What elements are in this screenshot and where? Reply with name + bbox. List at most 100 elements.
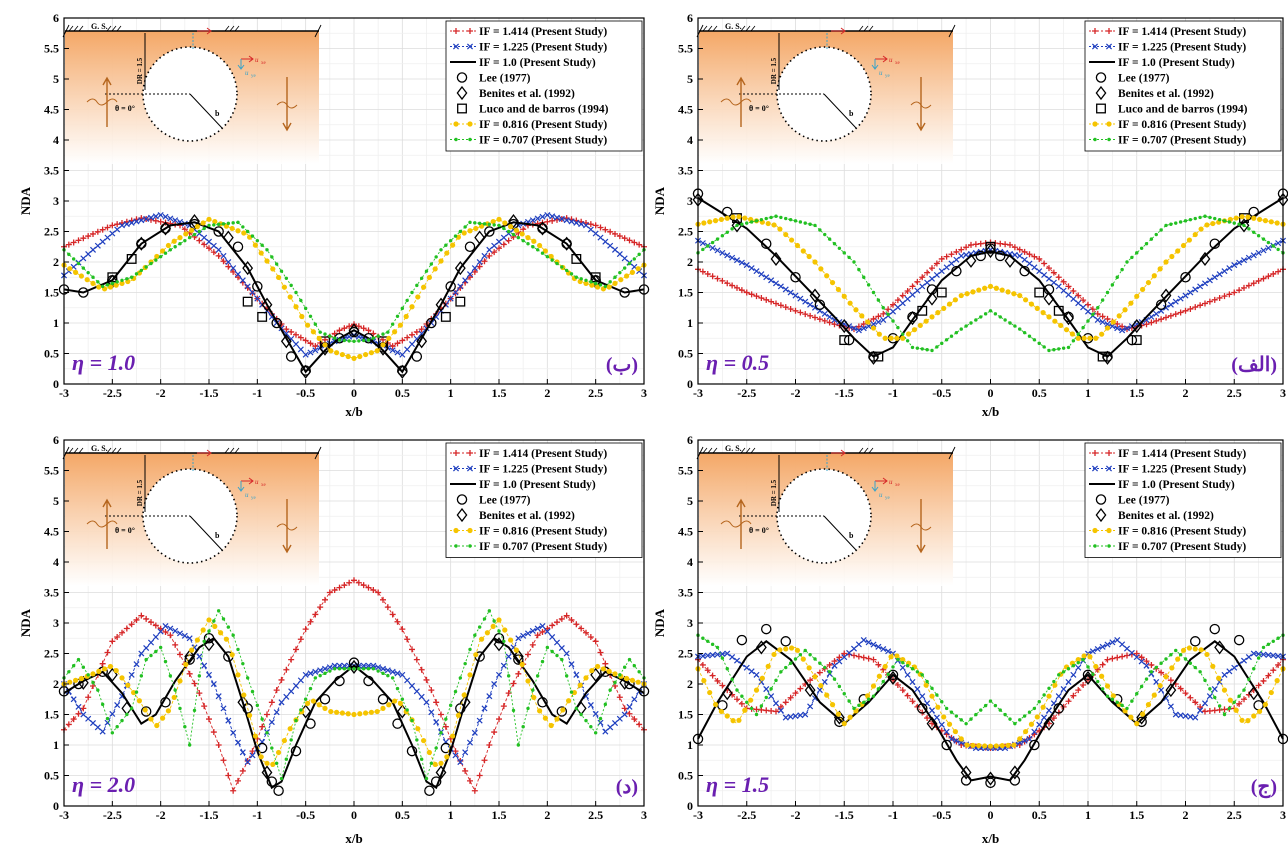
series-marker-if0707 (352, 339, 356, 343)
series-marker-if0707 (1188, 661, 1193, 665)
series-marker-if0707 (357, 339, 361, 343)
series-marker-if1225 (1221, 268, 1228, 275)
data-point-luco (1034, 287, 1045, 298)
series-marker-if0707 (453, 234, 458, 238)
series-marker-if1414 (500, 241, 507, 248)
series-marker-if0707 (274, 761, 279, 765)
inset-gs-label: G. S. (91, 444, 108, 453)
y-tick-label: 5 (687, 494, 693, 508)
series-marker-if1414 (1085, 301, 1091, 308)
data-point-benites (965, 253, 977, 268)
series-marker-if1225 (515, 635, 522, 642)
series-marker-if1225 (894, 304, 901, 311)
series-marker-if0816 (712, 701, 719, 708)
series-marker-if0707 (1027, 334, 1032, 338)
series-marker-if0816 (941, 305, 947, 311)
series-marker-if1225 (239, 749, 246, 756)
series-marker-if0707 (100, 702, 105, 707)
series-marker-if0816 (461, 692, 467, 698)
legend-marker-if0707 (1107, 137, 1111, 142)
series-marker-if1414 (515, 670, 522, 677)
series-marker-if0816 (1052, 318, 1058, 324)
data-point-benites (1160, 288, 1172, 303)
data-point-lee (440, 742, 452, 754)
series-marker-if0816 (635, 266, 641, 272)
data-point-benites (1043, 291, 1055, 306)
series-marker-if0707 (1076, 332, 1080, 336)
series-marker-if0707 (891, 319, 895, 323)
series-marker-if0816 (1151, 273, 1157, 279)
series-marker-if0707 (964, 324, 968, 328)
series-marker-if1225 (70, 696, 77, 703)
series-marker-if0707 (323, 332, 327, 336)
series-marker-if1414 (583, 629, 589, 636)
series-marker-if0816 (976, 743, 982, 749)
series-marker-if1225 (94, 242, 101, 249)
series-marker-if1414 (1182, 690, 1189, 697)
series-marker-if0707 (930, 348, 934, 353)
series-marker-if0707 (71, 664, 76, 668)
series-marker-if0816 (554, 716, 560, 722)
series-marker-if1414 (293, 331, 299, 338)
series-marker-if0816 (976, 287, 982, 293)
y-tick-label: 0.5 (44, 769, 59, 783)
series-marker-if0707 (274, 262, 279, 266)
series-marker-if0816 (853, 307, 859, 313)
series-marker-if0707 (439, 731, 443, 735)
x-tick-label: -0.5 (932, 386, 951, 400)
series-marker-if1225 (408, 341, 416, 348)
series-marker-if1414 (1236, 700, 1243, 707)
series-marker-if1414 (235, 777, 241, 784)
legend-label-if0816: IF = 0.816 (Present Study) (1118, 119, 1246, 131)
series-marker-if0816 (90, 280, 96, 286)
series-marker-if1225 (466, 271, 474, 278)
series-marker-if0707 (265, 248, 269, 252)
data-point-benites (1199, 251, 1211, 267)
inset-x-axis-icon (197, 449, 212, 457)
series-marker-if1414 (1167, 312, 1174, 319)
legend-label-if1414: IF = 1.414 (Present Study) (1118, 448, 1246, 460)
series-marker-if1225 (394, 670, 401, 677)
series-marker-if0707 (400, 697, 405, 701)
series-marker-if0707 (627, 657, 632, 662)
series-marker-if0707 (110, 731, 115, 735)
series-marker-if0816 (165, 242, 171, 249)
data-point-luco (985, 241, 996, 252)
ux-arrow-icon (875, 55, 888, 63)
series-marker-if0816 (287, 726, 293, 732)
series-marker-if1225 (724, 252, 731, 259)
series-marker-if0707 (197, 229, 202, 234)
series-marker-if1414 (865, 655, 872, 662)
x-tick-label: 2.5 (1227, 808, 1242, 822)
series-marker-if1225 (302, 671, 309, 678)
series-marker-if1414 (104, 224, 111, 231)
data-point-benites (926, 716, 938, 731)
inset-diagram: G. S.bDR = 1.5θ = 0°u xeu ye (62, 22, 322, 164)
series-marker-if0707 (881, 306, 885, 310)
series-marker-if1225 (80, 711, 87, 718)
series-marker-if0707 (979, 708, 983, 712)
legend-marker-if0707 (1107, 544, 1111, 548)
series-marker-if0816 (859, 313, 865, 319)
series-line-if0707 (697, 634, 1284, 725)
series-marker-if0816 (900, 657, 906, 663)
series-marker-if0707 (279, 776, 284, 781)
ux-label: u (889, 478, 893, 486)
series-marker-if1414 (1265, 273, 1272, 280)
series-marker-if0707 (453, 689, 458, 694)
series-marker-if0707 (622, 266, 627, 270)
series-marker-if1225 (1089, 648, 1096, 655)
series-marker-if0816 (742, 215, 748, 221)
series-marker-if0816 (276, 274, 282, 281)
series-marker-if0707 (241, 225, 245, 229)
series-marker-if0707 (779, 215, 783, 220)
series-marker-if0816 (1268, 219, 1274, 225)
series-marker-if1414 (1036, 255, 1043, 262)
series-marker-if1414 (259, 300, 266, 307)
series-marker-if0707 (1242, 223, 1246, 228)
series-marker-if1414 (119, 629, 125, 636)
series-marker-if1414 (355, 323, 362, 330)
series-marker-if0816 (730, 718, 736, 724)
series-marker-if1225 (544, 628, 551, 635)
series-marker-if0707 (862, 700, 866, 704)
